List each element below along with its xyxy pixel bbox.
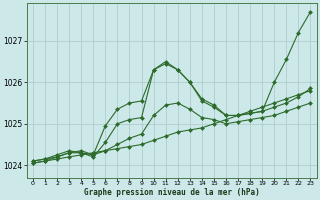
X-axis label: Graphe pression niveau de la mer (hPa): Graphe pression niveau de la mer (hPa) — [84, 188, 260, 197]
